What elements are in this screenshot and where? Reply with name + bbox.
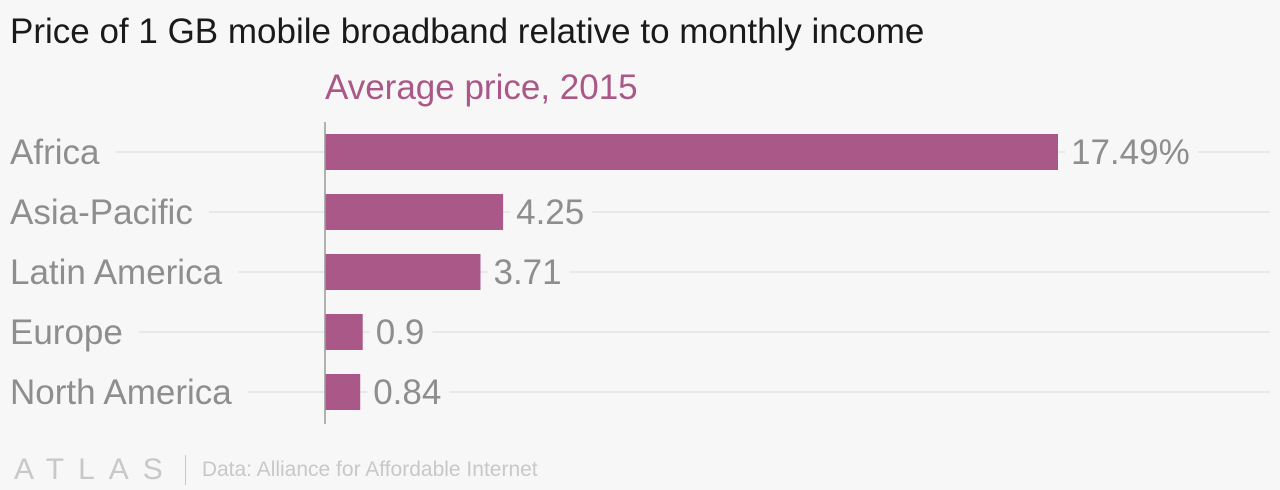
data-source: Data: Alliance for Affordable Internet (201, 458, 538, 481)
atlas-logo: ATLAS (14, 453, 177, 486)
value-label-backdrop (487, 266, 570, 278)
value-label-backdrop (1065, 146, 1198, 158)
bars (325, 134, 1058, 410)
chart-subtitle: Average price, 2015 (325, 68, 638, 107)
chart-title: Price of 1 GB mobile broadband relative … (10, 12, 925, 51)
category-label: Africa (10, 133, 100, 172)
value-label-backdrop (510, 206, 593, 218)
category-label-backdrop (6, 266, 239, 278)
bar (325, 194, 504, 230)
labels: Africa 17.49% Asia-Pacific 4.25 Latin Americ… (6, 133, 1198, 412)
value-label-backdrop (367, 386, 450, 398)
bar (325, 314, 363, 350)
footer: ATLAS Data: Alliance for Affordable Inte… (14, 452, 538, 488)
bar (325, 254, 481, 290)
category-label-backdrop (6, 206, 209, 218)
category-label-backdrop (6, 146, 116, 158)
category-label: Asia-Pacific (10, 193, 193, 232)
category-label-backdrop (6, 386, 249, 398)
bar (325, 134, 1058, 170)
value-label: 0.84 (373, 373, 441, 412)
category-label: Latin America (10, 253, 223, 292)
value-label: 4.25 (516, 193, 584, 232)
value-label: 17.49% (1071, 133, 1190, 172)
category-label-backdrop (6, 326, 139, 338)
category-label: North America (10, 373, 232, 412)
footer-divider (184, 455, 186, 485)
category-label: Europe (10, 313, 123, 352)
value-label: 0.9 (376, 313, 425, 352)
value-label-backdrop (369, 326, 433, 338)
value-label: 3.71 (493, 253, 561, 292)
bar (325, 374, 361, 410)
